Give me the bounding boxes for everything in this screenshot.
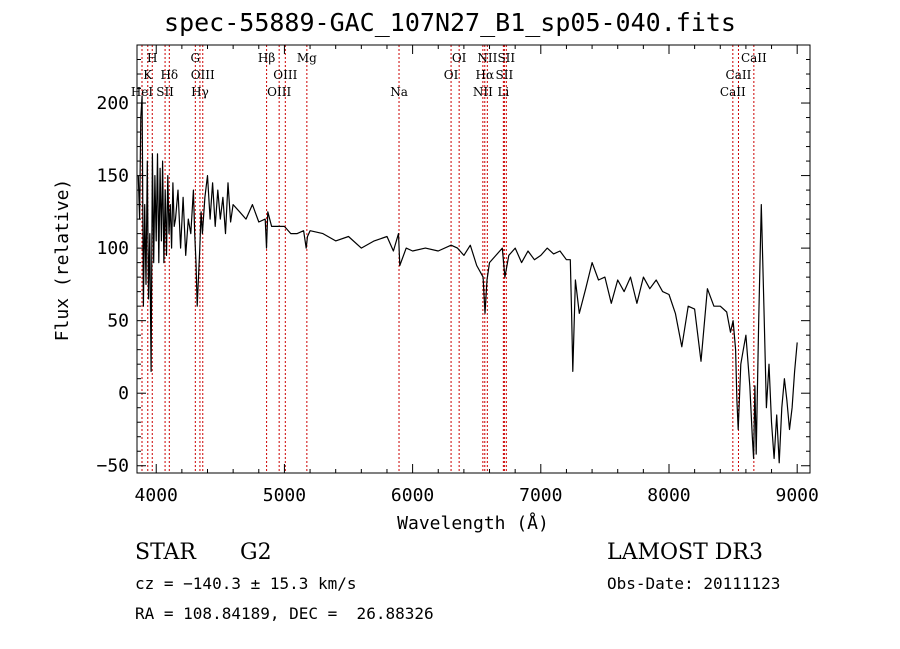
- line-label-10: OIII: [273, 68, 297, 82]
- observation-date: Obs-Date: 20111123: [607, 574, 781, 593]
- line-label-12: Na: [390, 85, 408, 99]
- line-label-22: CaII: [726, 68, 752, 82]
- y-tick-label-0: −50: [96, 456, 129, 477]
- line-label-20: SII: [497, 51, 515, 65]
- line-label-9: OIII: [267, 85, 291, 99]
- object-class: STAR: [135, 540, 196, 565]
- y-tick-label-1: 0: [118, 383, 129, 404]
- line-label-21: CaII: [720, 85, 746, 99]
- y-axis-label: Flux (relative): [52, 179, 73, 342]
- line-label-14: OI: [452, 51, 467, 65]
- x-tick-label-0: 4000: [135, 485, 178, 506]
- x-tick-label-5: 9000: [776, 485, 819, 506]
- plot-frame: [136, 44, 811, 474]
- chart-title: spec-55889-GAC_107N27_B1_sp05-040.fits: [164, 8, 736, 37]
- redshift-velocity: cz = −140.3 ± 15.3 km/s: [135, 574, 357, 593]
- coordinates: RA = 108.84189, DEC = 26.88326: [135, 604, 434, 623]
- survey-name: LAMOST DR3: [607, 540, 763, 565]
- line-label-15: NII: [473, 85, 493, 99]
- line-label-4: Hδ: [160, 68, 178, 82]
- flux-series: [137, 95, 798, 464]
- line-label-6: Hγ: [191, 85, 209, 99]
- x-tick-label-3: 7000: [519, 485, 562, 506]
- line-label-7: OIII: [191, 68, 215, 82]
- spectral-line-labels: HeIKHSIIHδGHγOIIIHβOIIIOIIIMgNaOIOINIIHα…: [131, 51, 767, 99]
- line-label-23: CaII: [741, 51, 767, 65]
- line-label-19: SII: [496, 68, 514, 82]
- line-label-8: Hβ: [258, 51, 275, 65]
- object-subclass: G2: [240, 540, 272, 565]
- y-tick-label-5: 200: [96, 93, 129, 114]
- series-line-flux: [137, 95, 798, 464]
- line-label-11: Mg: [297, 51, 317, 65]
- line-label-3: SII: [156, 85, 174, 99]
- line-label-5: G: [191, 51, 201, 65]
- line-label-17: NII: [477, 51, 497, 65]
- x-tick-label-1: 5000: [263, 485, 306, 506]
- x-axis: 4000 5000 6000 7000 8000 9000: [135, 45, 819, 506]
- line-label-0: HeI: [131, 85, 154, 99]
- y-tick-label-4: 150: [96, 166, 129, 187]
- x-axis-label: Wavelength (Å): [397, 512, 549, 534]
- y-tick-label-3: 100: [96, 238, 129, 259]
- line-label-1: K: [143, 68, 153, 82]
- spectral-line-markers: [141, 45, 755, 473]
- line-label-18: Li: [497, 85, 509, 99]
- y-tick-label-2: 50: [107, 311, 129, 332]
- line-label-16: Hα: [475, 68, 494, 82]
- x-tick-label-4: 8000: [647, 485, 690, 506]
- y-axis: −50 0 50 100 150 200: [96, 59, 810, 477]
- x-tick-label-2: 6000: [391, 485, 434, 506]
- line-label-13: OI: [444, 68, 459, 82]
- line-label-2: H: [147, 51, 157, 65]
